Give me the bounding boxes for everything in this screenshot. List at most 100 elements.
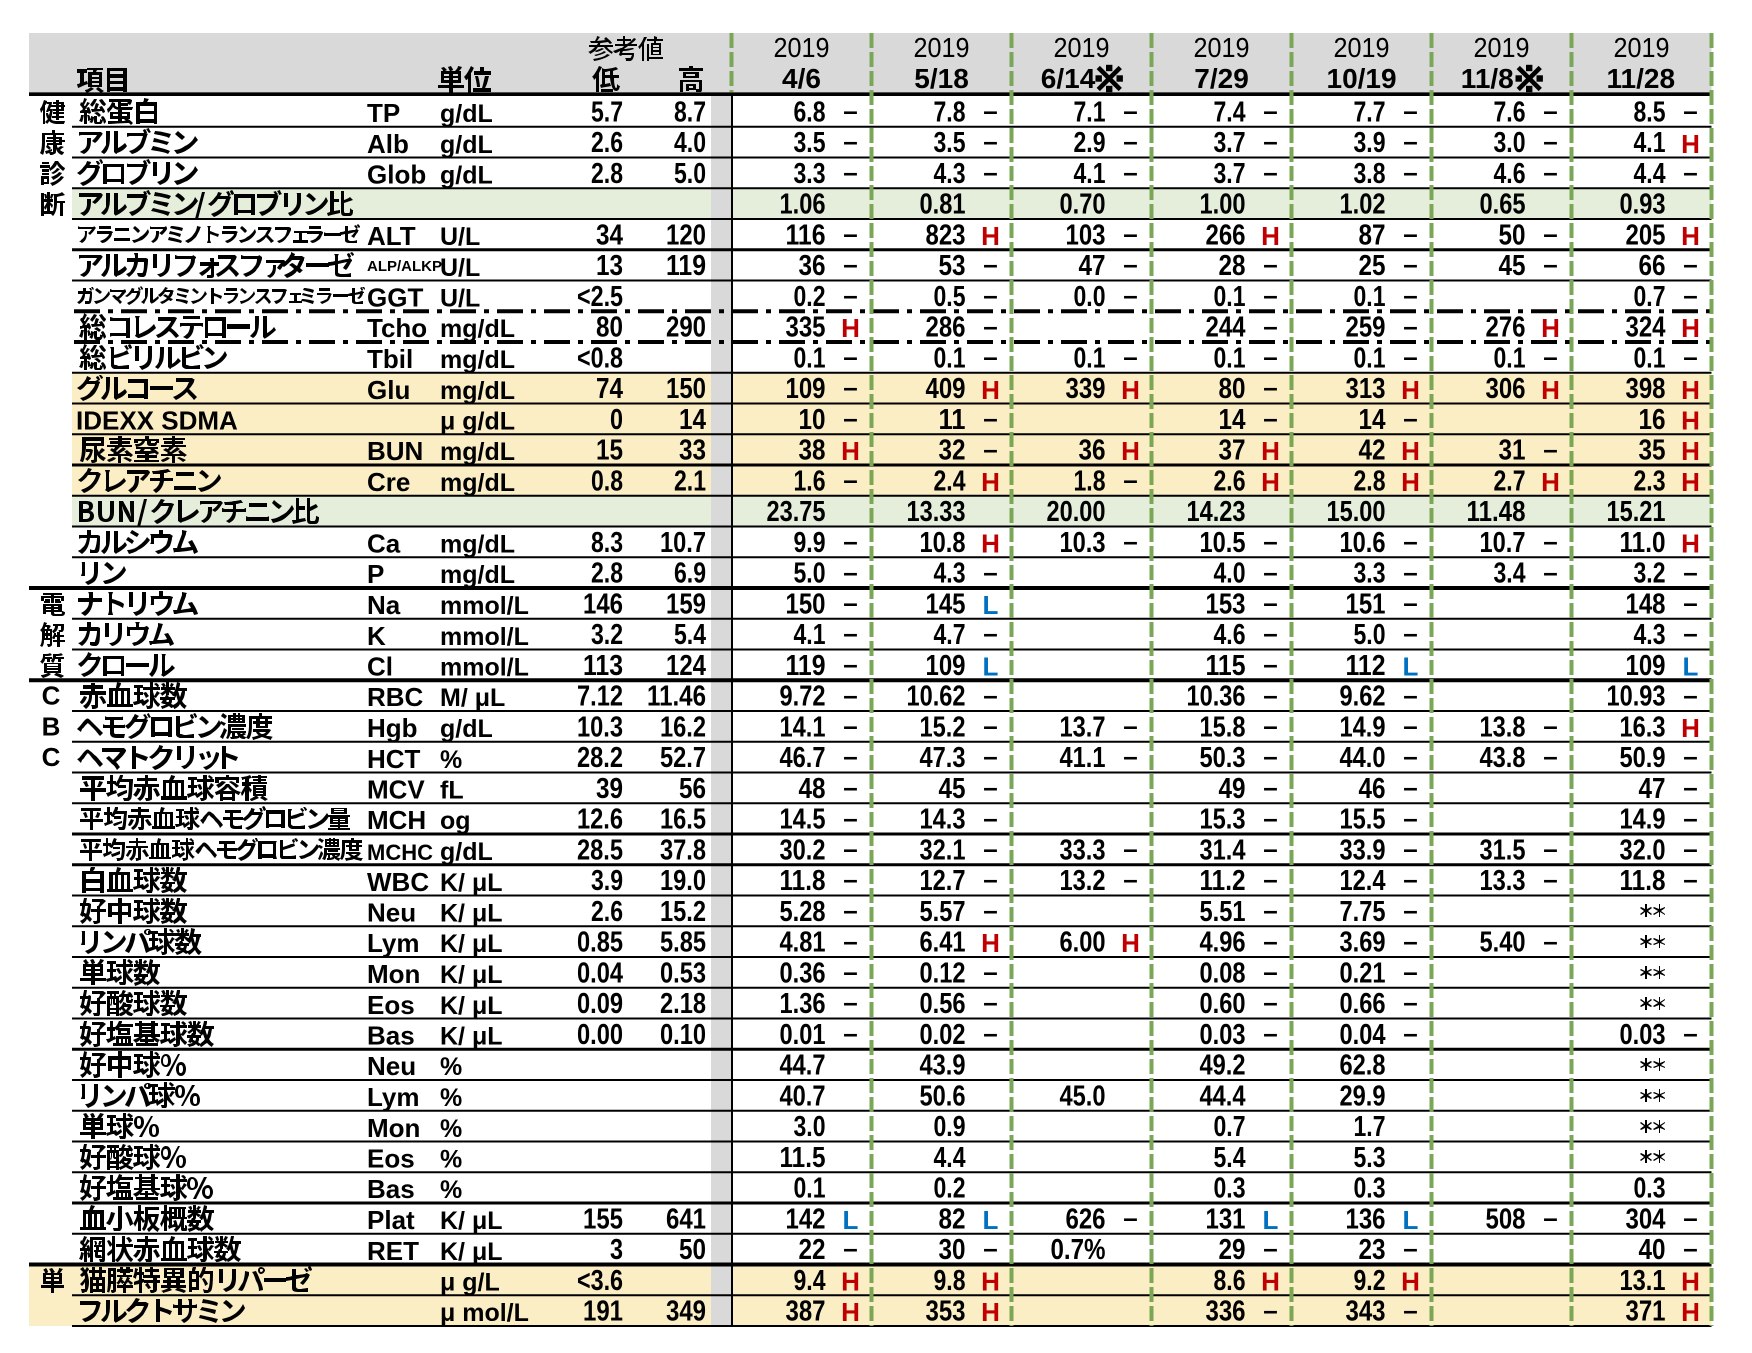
svg-text:2.3: 2.3: [1634, 465, 1666, 497]
svg-text:–: –: [1543, 126, 1557, 156]
svg-text:0.1: 0.1: [1074, 342, 1106, 374]
svg-text:2019: 2019: [1474, 32, 1530, 63]
svg-text:TP: TP: [367, 98, 400, 128]
svg-text:409: 409: [926, 373, 966, 405]
svg-text:14: 14: [679, 404, 706, 436]
svg-text:150: 150: [666, 373, 706, 405]
svg-text:0.04: 0.04: [1340, 1019, 1386, 1051]
svg-text:–: –: [1263, 403, 1277, 433]
svg-text:0.1: 0.1: [794, 1173, 826, 1205]
svg-text:11/28: 11/28: [1607, 63, 1676, 94]
svg-text:K/ μL: K/ μL: [440, 1238, 503, 1266]
svg-text:33.3: 33.3: [1060, 834, 1106, 866]
svg-text:–: –: [843, 588, 857, 618]
svg-text:–: –: [843, 680, 857, 710]
svg-text:3.2: 3.2: [591, 619, 623, 651]
svg-text:10.6: 10.6: [1340, 527, 1386, 559]
svg-text:5.85: 5.85: [660, 927, 706, 959]
svg-text:4.0: 4.0: [674, 127, 706, 159]
svg-text:–: –: [983, 249, 997, 279]
svg-text:0: 0: [610, 404, 623, 436]
svg-text:45: 45: [1499, 250, 1526, 282]
svg-text:11.0: 11.0: [1620, 527, 1666, 559]
svg-text:1.8: 1.8: [1074, 465, 1106, 497]
svg-text:145: 145: [926, 588, 966, 620]
svg-text:14.3: 14.3: [920, 804, 966, 836]
svg-text:H: H: [1121, 928, 1140, 958]
svg-text:12.6: 12.6: [577, 804, 623, 836]
svg-text:H: H: [841, 1267, 860, 1297]
svg-text:2.8: 2.8: [591, 158, 623, 190]
svg-text:H: H: [1541, 375, 1560, 405]
svg-text:–: –: [983, 680, 997, 710]
svg-text:U/L: U/L: [440, 223, 480, 251]
svg-text:Eos: Eos: [367, 1144, 415, 1174]
svg-text:–: –: [1263, 311, 1277, 341]
svg-text:45.0: 45.0: [1060, 1080, 1106, 1112]
svg-text:fL: fL: [440, 777, 464, 805]
svg-text:–: –: [1263, 803, 1277, 833]
svg-text:–: –: [1403, 1233, 1417, 1263]
svg-text:mmol/L: mmol/L: [440, 623, 529, 651]
svg-text:6.9: 6.9: [674, 558, 706, 590]
svg-text:324: 324: [1626, 312, 1666, 344]
svg-text:H: H: [1681, 313, 1700, 343]
svg-text:–: –: [983, 1233, 997, 1263]
svg-text:–: –: [1123, 280, 1137, 310]
svg-text:9.62: 9.62: [1340, 681, 1386, 713]
svg-text:32.0: 32.0: [1620, 834, 1666, 866]
svg-text:304: 304: [1626, 1203, 1666, 1235]
svg-text:g/dL: g/dL: [440, 162, 493, 190]
svg-text:H: H: [1401, 1267, 1420, 1297]
svg-text:0.3: 0.3: [1634, 1173, 1666, 1205]
svg-text:H: H: [1261, 221, 1280, 251]
svg-text:–: –: [1403, 219, 1417, 249]
svg-text:–: –: [1263, 772, 1277, 802]
svg-text:0.7%: 0.7%: [1051, 1234, 1106, 1266]
svg-text:31: 31: [1499, 435, 1526, 467]
svg-text:–: –: [843, 926, 857, 956]
svg-text:H: H: [981, 221, 1000, 251]
svg-text:80: 80: [1219, 373, 1246, 405]
svg-text:4.1: 4.1: [794, 619, 826, 651]
svg-text:–: –: [1123, 157, 1137, 187]
svg-text:Hgb: Hgb: [367, 713, 418, 743]
svg-text:5.0: 5.0: [674, 158, 706, 190]
svg-text:14.1: 14.1: [780, 711, 826, 743]
svg-text:–: –: [1543, 157, 1557, 187]
svg-text:313: 313: [1346, 373, 1386, 405]
svg-text:–: –: [1683, 157, 1697, 187]
svg-text:0.5: 0.5: [934, 281, 966, 313]
svg-text:–: –: [1403, 987, 1417, 1017]
svg-text:K: K: [367, 621, 386, 651]
svg-text:–: –: [1683, 741, 1697, 771]
svg-text:–: –: [1403, 96, 1417, 126]
svg-text:–: –: [983, 803, 997, 833]
svg-text:–: –: [1403, 618, 1417, 648]
svg-text:H: H: [1681, 1267, 1700, 1297]
svg-text:49: 49: [1219, 773, 1246, 805]
svg-text:–: –: [983, 1018, 997, 1048]
svg-text:Tbil: Tbil: [367, 344, 413, 374]
svg-text:–: –: [1403, 680, 1417, 710]
svg-text:Mon: Mon: [367, 1113, 420, 1143]
svg-text:mg/dL: mg/dL: [440, 438, 515, 466]
svg-text:30.2: 30.2: [780, 834, 826, 866]
svg-text:–: –: [1683, 680, 1697, 710]
svg-text:0.02: 0.02: [920, 1019, 966, 1051]
svg-text:9.72: 9.72: [780, 681, 826, 713]
svg-text:3.3: 3.3: [1354, 558, 1386, 590]
svg-text:56: 56: [679, 773, 706, 805]
svg-text:4.6: 4.6: [1214, 619, 1246, 651]
svg-text:–: –: [983, 834, 997, 864]
svg-text:0.3: 0.3: [1214, 1173, 1246, 1205]
svg-text:–: –: [1263, 741, 1277, 771]
svg-text:43.9: 43.9: [920, 1050, 966, 1082]
svg-text:4.1: 4.1: [1634, 127, 1666, 159]
svg-text:3.2: 3.2: [1634, 558, 1666, 590]
svg-text:50.9: 50.9: [1620, 742, 1666, 774]
svg-text:H: H: [1681, 436, 1700, 466]
svg-text:Neu: Neu: [367, 898, 416, 928]
svg-text:0.03: 0.03: [1620, 1019, 1666, 1051]
svg-text:46: 46: [1359, 773, 1386, 805]
